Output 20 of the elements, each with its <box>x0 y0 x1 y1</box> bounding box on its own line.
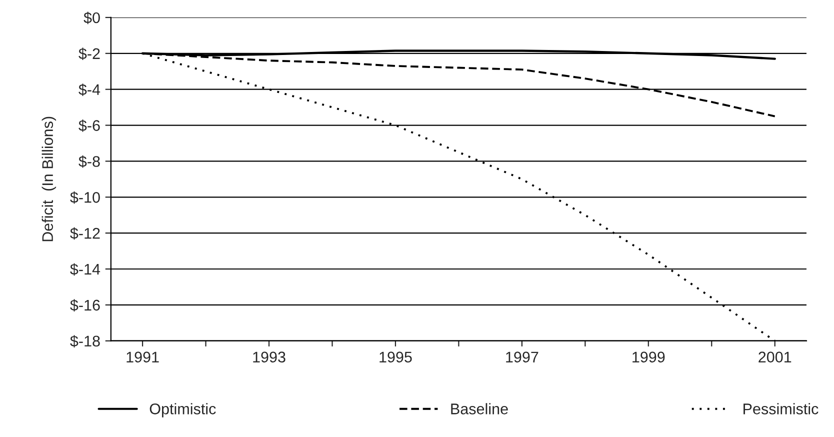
y-tick-label: $-18 <box>70 335 100 348</box>
y-tick-label: $-10 <box>70 191 100 204</box>
x-tick-label: 1991 <box>126 352 159 362</box>
y-axis-title: Deficit (In Billions) <box>42 116 56 242</box>
legend-label: Pessimistic <box>744 403 818 414</box>
x-tick-label: 1995 <box>380 352 412 362</box>
y-tick-label: $-16 <box>70 299 100 312</box>
y-tick-label: $0 <box>84 12 100 24</box>
x-tick-label: 1997 <box>506 352 538 362</box>
legend-label: Baseline <box>451 403 508 414</box>
x-tick-label: 1999 <box>632 352 665 362</box>
x-tick-label: 2001 <box>758 352 792 362</box>
y-tick-label: $-2 <box>78 48 100 60</box>
x-tick-label: 1993 <box>253 352 286 362</box>
y-tick-label: $-8 <box>78 155 100 168</box>
y-tick-label: $-14 <box>70 263 100 276</box>
y-tick-label: $-12 <box>70 227 100 240</box>
y-tick-label: $-4 <box>78 84 100 96</box>
y-tick-label: $-6 <box>78 120 100 132</box>
legend-label: Optimistic <box>150 403 216 418</box>
